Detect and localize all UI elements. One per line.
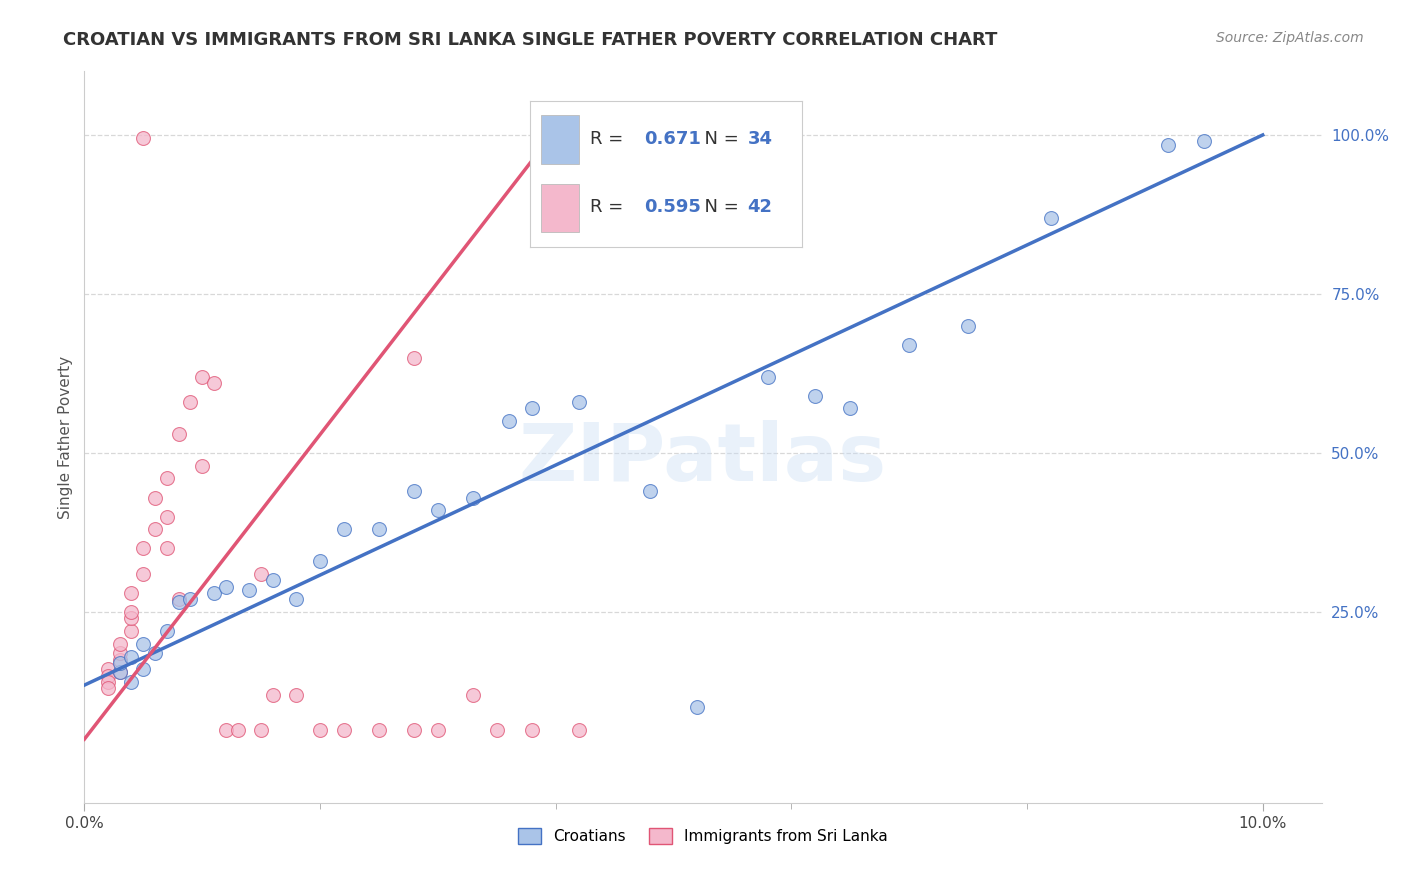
Point: [121, 611, 143, 625]
Point: [132, 662, 155, 676]
Point: [520, 401, 543, 416]
Point: [404, 351, 426, 365]
Point: [957, 318, 980, 333]
Point: [250, 566, 273, 581]
Point: [368, 723, 391, 737]
Point: [309, 554, 332, 568]
Point: [568, 723, 591, 737]
Point: [167, 426, 190, 441]
Point: [179, 592, 201, 607]
Point: [143, 491, 166, 505]
Point: [156, 541, 179, 556]
Point: [463, 688, 485, 702]
Point: [108, 656, 131, 670]
Point: [285, 592, 308, 607]
Point: [426, 503, 449, 517]
Point: [898, 338, 921, 352]
Point: [404, 723, 426, 737]
Point: [332, 522, 354, 536]
Point: [804, 389, 827, 403]
Text: ZIPatlas: ZIPatlas: [519, 420, 887, 498]
Point: [121, 586, 143, 600]
Point: [132, 566, 155, 581]
Point: [156, 471, 179, 485]
Point: [1039, 211, 1062, 225]
Point: [132, 637, 155, 651]
Point: [202, 376, 225, 390]
Point: [121, 624, 143, 638]
Point: [202, 586, 225, 600]
Point: [143, 522, 166, 536]
Point: [568, 395, 591, 409]
Point: [520, 723, 543, 737]
Point: [97, 681, 120, 696]
Point: [191, 458, 214, 473]
Point: [485, 723, 508, 737]
Point: [404, 484, 426, 499]
Point: [839, 401, 862, 416]
Point: [121, 605, 143, 619]
Point: [179, 395, 201, 409]
Point: [143, 646, 166, 660]
Point: [167, 595, 190, 609]
Point: [686, 700, 709, 714]
Text: Source: ZipAtlas.com: Source: ZipAtlas.com: [1216, 31, 1364, 45]
Point: [309, 723, 332, 737]
Point: [332, 723, 354, 737]
Point: [368, 522, 391, 536]
Point: [285, 688, 308, 702]
Point: [97, 668, 120, 682]
Point: [97, 675, 120, 690]
Text: CROATIAN VS IMMIGRANTS FROM SRI LANKA SINGLE FATHER POVERTY CORRELATION CHART: CROATIAN VS IMMIGRANTS FROM SRI LANKA SI…: [63, 31, 998, 49]
Legend: Croatians, Immigrants from Sri Lanka: Croatians, Immigrants from Sri Lanka: [512, 822, 894, 850]
Point: [226, 723, 249, 737]
Point: [262, 573, 284, 587]
Point: [215, 580, 238, 594]
Point: [108, 653, 131, 667]
Point: [250, 723, 273, 737]
Point: [108, 665, 131, 680]
Point: [132, 541, 155, 556]
Point: [156, 509, 179, 524]
Point: [638, 484, 661, 499]
Point: [1192, 134, 1215, 148]
Point: [498, 414, 520, 428]
Point: [426, 723, 449, 737]
Point: [167, 592, 190, 607]
Point: [121, 675, 143, 690]
Point: [108, 646, 131, 660]
Point: [108, 665, 131, 680]
Y-axis label: Single Father Poverty: Single Father Poverty: [58, 356, 73, 518]
Point: [191, 369, 214, 384]
Point: [238, 582, 260, 597]
Point: [156, 624, 179, 638]
Point: [262, 688, 284, 702]
Point: [463, 491, 485, 505]
Point: [215, 723, 238, 737]
Point: [108, 637, 131, 651]
Point: [132, 131, 155, 145]
Point: [756, 369, 779, 384]
Point: [1157, 137, 1180, 152]
Point: [97, 662, 120, 676]
Point: [121, 649, 143, 664]
